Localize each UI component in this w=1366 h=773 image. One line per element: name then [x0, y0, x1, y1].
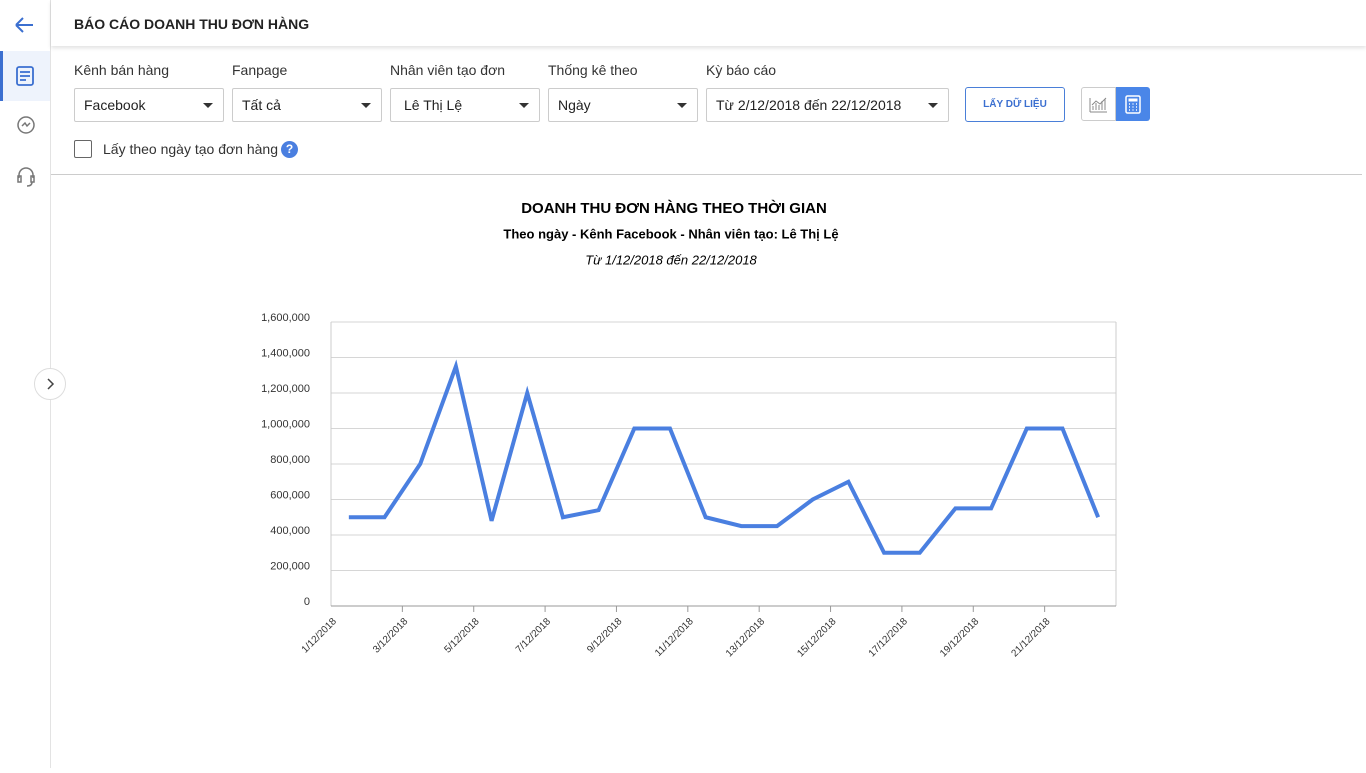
filter: Fanpage Tất cả: [232, 62, 382, 122]
x-tick-label: 5/12/2018: [442, 616, 482, 656]
line-series: [348, 359, 1101, 555]
y-tick-label: 1,200,000: [261, 383, 310, 395]
calculator-icon: [1125, 95, 1141, 114]
chart-icon: [1089, 97, 1107, 113]
y-tick-label: 200,000: [270, 560, 310, 572]
select[interactable]: Từ 2/12/2018 đến 22/12/2018: [706, 88, 949, 122]
x-tick-label: 7/12/2018: [514, 616, 554, 656]
chart: DOANH THU ĐƠN HÀNG THEO THỜI GIAN Theo n…: [261, 199, 1117, 659]
filter: Kênh bán hàng Facebook: [74, 62, 224, 122]
x-tick-label: 15/12/2018: [795, 616, 838, 659]
help-icon[interactable]: ?: [281, 141, 298, 158]
x-tick-label: 1/12/2018: [300, 616, 340, 656]
back-button[interactable]: [15, 17, 33, 33]
chart-view-button[interactable]: [1081, 87, 1116, 121]
select[interactable]: Tất cả: [232, 88, 382, 122]
filter-label: Fanpage: [232, 62, 288, 78]
x-tick-label: 9/12/2018: [585, 616, 625, 656]
header: BÁO CÁO DOANH THU ĐƠN HÀNG: [51, 0, 1366, 46]
y-tick-label: 800,000: [270, 454, 310, 466]
select[interactable]: Ngày: [548, 88, 698, 122]
filter-label: Kỳ báo cáo: [706, 62, 777, 78]
sidebar-icons: [0, 17, 50, 187]
filter-label: Thống kê theo: [548, 62, 638, 78]
checkbox-label: Lấy theo ngày tạo đơn hàng: [103, 141, 278, 157]
filter: Kỳ báo cáo Từ 2/12/2018 đến 22/12/2018: [706, 62, 949, 122]
active-indicator: [0, 51, 3, 101]
checkbox[interactable]: [74, 140, 92, 158]
fetch-button[interactable]: LẤY DỮ LIỆU: [965, 87, 1065, 122]
expand-button[interactable]: [33, 367, 67, 401]
filter-label: Kênh bán hàng: [74, 62, 169, 78]
filter: Nhân viên tạo đơn Lê Thị Lệ: [390, 62, 540, 122]
x-tick-label: 19/12/2018: [938, 616, 981, 659]
page-title: BÁO CÁO DOANH THU ĐƠN HÀNG: [74, 16, 310, 32]
x-tick-label: 13/12/2018: [724, 616, 767, 659]
y-tick-label: 1,600,000: [261, 312, 310, 324]
divider: [51, 174, 1362, 175]
chart-body: DOANH THU ĐƠN HÀNG THEO THỜI GIAN Theo n…: [261, 199, 1117, 659]
report-icon[interactable]: [16, 66, 34, 86]
x-tick-label: 11/12/2018: [653, 616, 696, 659]
y-tick-label: 1,000,000: [261, 418, 310, 430]
y-tick-label: 400,000: [270, 525, 310, 537]
chat-icon[interactable]: [17, 116, 35, 134]
select[interactable]: Facebook: [74, 88, 224, 122]
x-tick-label: 3/12/2018: [371, 616, 411, 656]
x-tick-label: 17/12/2018: [867, 616, 910, 659]
chart-subtitle: Theo ngày - Kênh Facebook - Nhân viên tạ…: [503, 226, 838, 241]
chart-period: Từ 1/12/2018 đến 22/12/2018: [585, 252, 757, 267]
support-icon[interactable]: [17, 167, 35, 187]
filter: Thống kê theo Ngày: [548, 62, 698, 122]
chart-title: DOANH THU ĐƠN HÀNG THEO THỜI GIAN: [521, 199, 827, 217]
select[interactable]: Lê Thị Lệ: [390, 88, 540, 122]
filter-label: Nhân viên tạo đơn: [390, 62, 506, 78]
y-tick-label: 1,400,000: [261, 347, 310, 359]
table-view-button[interactable]: [1116, 87, 1150, 121]
y-tick-label: 600,000: [270, 489, 310, 501]
y-tick-label: 0: [304, 596, 310, 608]
x-tick-label: 21/12/2018: [1009, 616, 1052, 659]
